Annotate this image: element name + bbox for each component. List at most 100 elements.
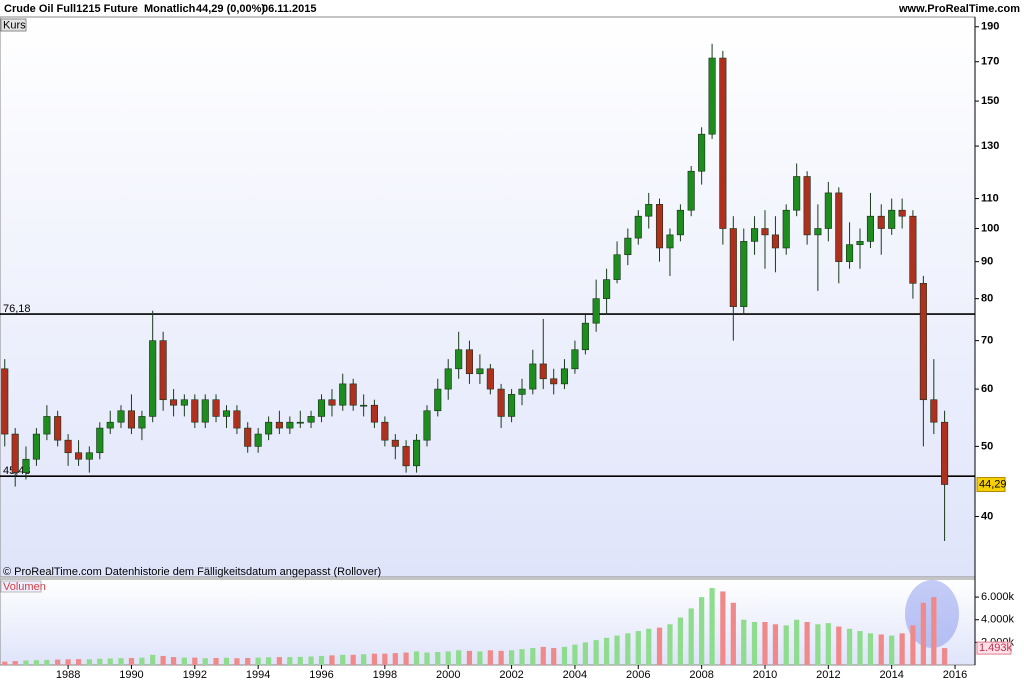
volume-bar	[867, 633, 874, 665]
volume-bar	[456, 650, 462, 665]
volume-bar	[910, 625, 916, 665]
last-volume-box	[976, 641, 1012, 655]
volume-bar	[677, 617, 684, 665]
candle-body	[624, 237, 632, 256]
candle-body	[560, 368, 569, 385]
volume-bar	[572, 644, 578, 665]
candle-body	[32, 433, 40, 460]
candle-body	[698, 133, 706, 172]
candle-body	[191, 399, 199, 423]
date: 06.11.2015	[262, 3, 316, 15]
volume-bar	[794, 619, 800, 665]
candle-body	[866, 215, 875, 242]
volume-bar	[477, 651, 483, 665]
x-tick-label: 1996	[309, 669, 333, 681]
volume-bar	[139, 657, 145, 665]
candle-body	[423, 410, 431, 441]
level-label: 76,18	[3, 303, 31, 315]
candle-body	[64, 439, 72, 454]
y-tick-label: 50	[981, 440, 993, 452]
candle-body	[518, 388, 526, 395]
label-box	[0, 580, 42, 593]
volume-bar	[635, 631, 641, 665]
volume-bar	[941, 648, 948, 665]
volume-bar	[836, 626, 842, 665]
panel-label: Volumen	[3, 581, 46, 593]
candle-body	[592, 298, 600, 324]
candle-body	[138, 416, 146, 429]
volume-bar	[75, 659, 82, 665]
volume-bar	[498, 650, 504, 665]
volume-bar	[751, 622, 758, 665]
candle-body	[339, 383, 347, 406]
candle-body	[634, 215, 642, 239]
candle-body	[413, 439, 421, 467]
volume-bar	[424, 652, 430, 665]
volume-bar	[97, 658, 103, 665]
candle-body	[96, 427, 104, 454]
candle-body	[550, 378, 558, 385]
candle-body	[508, 394, 516, 417]
volume-bar	[709, 588, 715, 665]
x-tick-label: 2004	[563, 669, 587, 681]
volume-bar	[361, 654, 367, 665]
candle-body	[370, 404, 378, 423]
candle-body	[222, 410, 231, 417]
volume-bar	[699, 597, 705, 665]
period: Monatlich	[144, 3, 196, 15]
candle-body	[307, 416, 315, 423]
candle-body	[476, 368, 484, 375]
volume-bar	[297, 656, 303, 665]
candle-body	[750, 228, 759, 242]
volume-bar	[815, 624, 821, 665]
y-tick-label: 6.000k	[981, 591, 1015, 603]
x-tick-label: 1994	[246, 669, 270, 681]
candle-body	[824, 192, 832, 229]
volume-bar	[86, 659, 92, 665]
volume-bar	[804, 622, 810, 665]
candle-body	[676, 209, 684, 236]
volume-bar	[688, 608, 694, 665]
x-tick-label: 2012	[816, 669, 840, 681]
x-tick-label: 2014	[879, 669, 903, 681]
last-price-box	[976, 477, 1006, 493]
volume-bar	[276, 657, 282, 665]
y-tick-label: 80	[981, 293, 993, 305]
volume-bar	[371, 653, 378, 665]
volume-bar	[625, 633, 631, 665]
candle-body	[349, 383, 357, 406]
last-volume: 1.493k	[979, 642, 1013, 654]
candle-body	[771, 234, 779, 249]
volume-bar	[487, 650, 493, 665]
volume-bar	[730, 602, 736, 665]
volume-bar	[530, 648, 536, 665]
volume-bar	[593, 640, 599, 665]
candle-body	[761, 228, 769, 236]
volume-bar	[23, 660, 29, 665]
y-tick-label: 130	[981, 140, 999, 152]
volume-bar	[181, 657, 187, 665]
candle-body	[793, 176, 801, 211]
candle-body	[888, 209, 896, 229]
volume-bar	[656, 627, 663, 665]
volume-bar	[413, 651, 420, 665]
candle-body	[254, 433, 262, 447]
x-tick-label: 2002	[499, 669, 523, 681]
candle-body	[201, 399, 209, 423]
candle-body	[22, 458, 30, 473]
candle-body	[106, 421, 114, 429]
y-tick-label: 4.000k	[981, 614, 1015, 626]
last-price: 44,29	[979, 478, 1007, 490]
candle-body	[919, 283, 927, 401]
volume-bar	[857, 631, 863, 665]
volume-bar	[614, 635, 620, 665]
volume-bar	[255, 657, 261, 665]
candle-body	[666, 234, 674, 249]
candle-body	[814, 228, 822, 236]
candle-body	[159, 340, 167, 401]
candle-body	[803, 176, 811, 236]
y-tick-label: 110	[981, 192, 999, 204]
candle-body	[539, 363, 547, 380]
candle-body	[645, 204, 653, 217]
